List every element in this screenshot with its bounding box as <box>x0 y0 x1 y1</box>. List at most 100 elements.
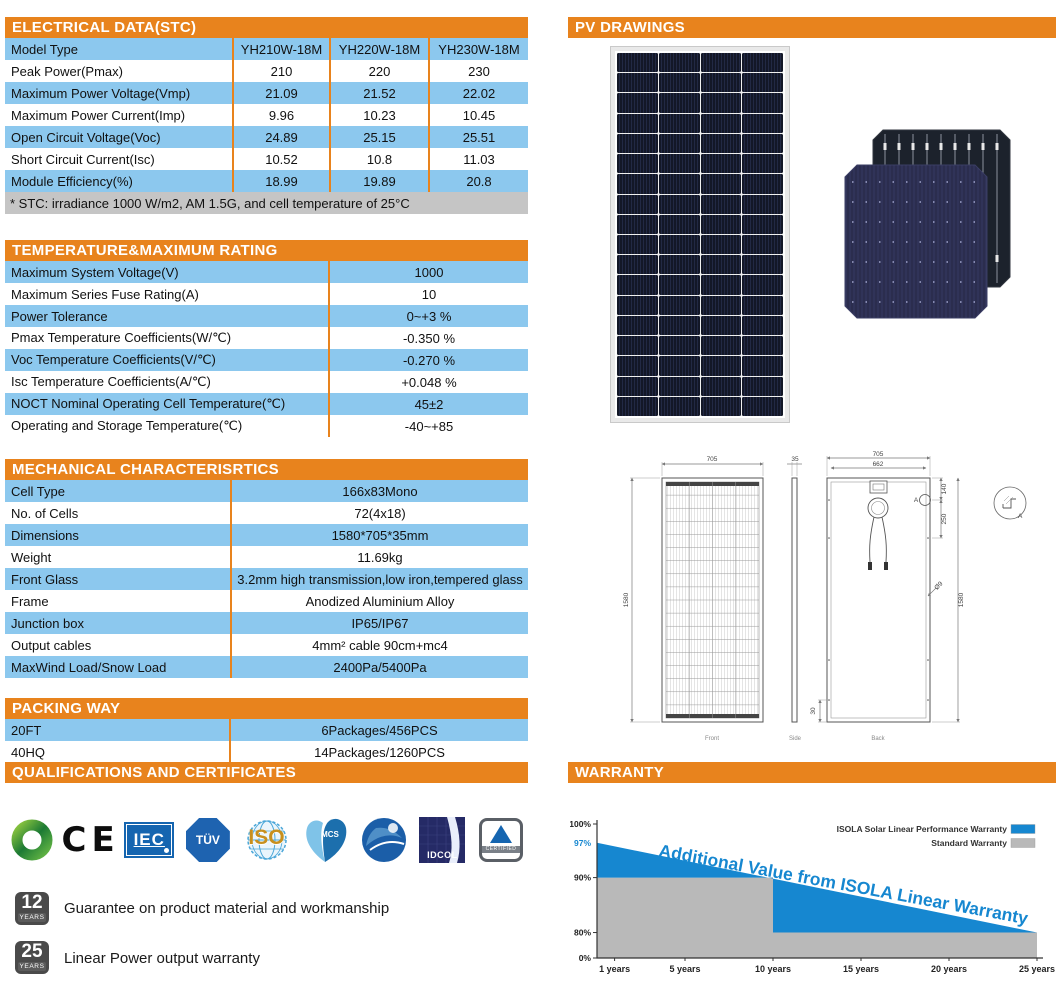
x-tick-label: 15 years <box>843 964 879 974</box>
row-label: Maximum Series Fuse Rating(A) <box>11 286 199 302</box>
green-ring-icon <box>11 819 53 861</box>
solar-cell <box>700 93 742 113</box>
row-value: 10 <box>328 283 528 305</box>
legend-swatch <box>1010 824 1036 834</box>
row-value: -0.350 % <box>328 327 528 349</box>
row-label: Model Type <box>5 38 233 60</box>
solar-cell <box>700 174 742 194</box>
mechanical-characteristics-section: MECHANICAL CHARACTERISRTICS Cell Type 166… <box>5 459 528 678</box>
solar-cell <box>658 295 700 315</box>
solar-cell <box>617 315 658 336</box>
drawing-side-view: 35 Side <box>787 456 802 742</box>
solar-cell <box>700 396 742 416</box>
solar-cell <box>617 154 658 174</box>
solar-cell <box>658 376 700 396</box>
solar-cell <box>742 315 783 336</box>
badge-12-unit: YEARS <box>18 913 46 922</box>
table-footnote-row: * STC: irradiance 1000 W/m2, AM 1.5G, an… <box>5 192 528 214</box>
badge-12-years: 12 YEARS <box>15 892 49 925</box>
row-label: Dimensions <box>5 524 231 546</box>
solar-cell <box>658 315 700 336</box>
table-row: Operating and Storage Temperature(℃) -40~… <box>5 415 528 437</box>
row-value: 10.45 <box>428 104 528 126</box>
solar-cell <box>617 234 658 255</box>
row-value: 24.89 <box>232 126 330 148</box>
drawing-back-view: A 705 662 140 250 1580 <box>810 451 965 742</box>
solar-cell <box>617 73 658 93</box>
iec-logo: IEC <box>122 813 176 867</box>
row-value: 210 <box>232 60 330 82</box>
row-label: Maximum Power Voltage(Vmp) <box>5 82 233 104</box>
legend-label: ISOLA Solar Linear Performance Warranty <box>837 824 1008 834</box>
tuv-nord-icon <box>361 818 406 862</box>
row-value: 1580*705*35mm <box>230 524 528 546</box>
solar-cell <box>700 356 742 376</box>
row-value: 9.96 <box>232 104 330 126</box>
row-value: YH230W-18M <box>428 38 528 60</box>
solar-cell <box>617 113 658 133</box>
solar-cell <box>617 174 658 194</box>
temperature-rating-table: Maximum System Voltage(V) 1000 Maximum Ser… <box>5 261 528 437</box>
solar-cells-photo <box>844 129 1011 319</box>
ce-mark-logo: CE <box>62 813 118 867</box>
row-value: Anodized Aluminium Alloy <box>230 590 528 612</box>
solar-cell <box>617 255 658 275</box>
tuv-rheinland-logo: CERTIFIED <box>474 813 528 867</box>
solar-cell <box>700 214 742 234</box>
row-label: Operating and Storage Temperature(℃) <box>11 418 243 433</box>
solar-cell <box>700 234 742 255</box>
row-label: 40HQ <box>11 744 45 760</box>
linear-warranty-area <box>597 842 1037 933</box>
row-value: 22.02 <box>428 82 528 104</box>
tuv-sud-logo: TÜV <box>181 813 235 867</box>
x-tick-label: 10 years <box>755 964 791 974</box>
solar-cell <box>617 133 658 154</box>
solar-cell <box>617 295 658 315</box>
table-row: Dimensions 1580*705*35mm <box>5 524 528 546</box>
tuv-nord-logo <box>357 813 411 867</box>
row-label: NOCT Nominal Operating Cell Temperature(… <box>5 393 329 415</box>
solar-cell <box>742 396 783 416</box>
iec-box: IEC <box>124 822 175 858</box>
row-label: Output cables <box>11 637 92 653</box>
solar-panel-photo <box>610 46 790 423</box>
dim-hole-pitch: 250 <box>941 513 948 524</box>
row-value: 10.52 <box>232 148 330 170</box>
row-label: Isc Temperature Coefficients(A/℃) <box>11 374 211 389</box>
solar-cell <box>700 73 742 93</box>
dim-back-inner-width: 662 <box>873 461 884 468</box>
solar-cell <box>742 174 783 194</box>
row-value: YH210W-18M <box>232 38 330 60</box>
row-value: 20.8 <box>428 170 528 192</box>
idcol-pattern-icon <box>419 817 466 863</box>
solar-cell <box>742 295 783 315</box>
standard-warranty-area <box>597 877 1037 958</box>
solar-cell <box>617 194 658 214</box>
solar-cell <box>742 255 783 275</box>
dim-hole-offset-top: 140 <box>941 483 948 494</box>
solar-cell <box>742 73 783 93</box>
back-view-label: Back <box>871 736 885 742</box>
solar-cell <box>742 113 783 133</box>
badge-25-unit: YEARS <box>18 962 46 971</box>
row-value: 10.23 <box>329 104 429 126</box>
row-value: 19.89 <box>329 170 429 192</box>
solar-cell <box>700 154 742 174</box>
table-row: Open Circuit Voltage(Voc) 24.89 25.15 25.51 <box>5 126 528 148</box>
y-tick-label: 80% <box>574 928 591 938</box>
badge-25-years: 25 YEARS <box>15 941 49 974</box>
row-label: Maximum Power Current(Imp) <box>11 107 186 123</box>
solar-cell <box>742 376 783 396</box>
packing-way-title: PACKING WAY <box>5 698 528 719</box>
table-row: Isc Temperature Coefficients(A/℃) +0.048 … <box>5 371 528 393</box>
row-value: 25.15 <box>329 126 429 148</box>
row-label: Frame <box>11 593 49 609</box>
solar-cell <box>742 53 783 73</box>
green-ring-logo <box>5 813 59 867</box>
row-label: 20FT <box>5 719 230 741</box>
table-row: Maximum Power Voltage(Vmp) 21.09 21.52 22.0… <box>5 82 528 104</box>
table-row: 40HQ 14Packages/1260PCS <box>5 741 528 763</box>
solar-cell <box>700 113 742 133</box>
row-value: 21.52 <box>329 82 429 104</box>
solar-cell <box>658 73 700 93</box>
